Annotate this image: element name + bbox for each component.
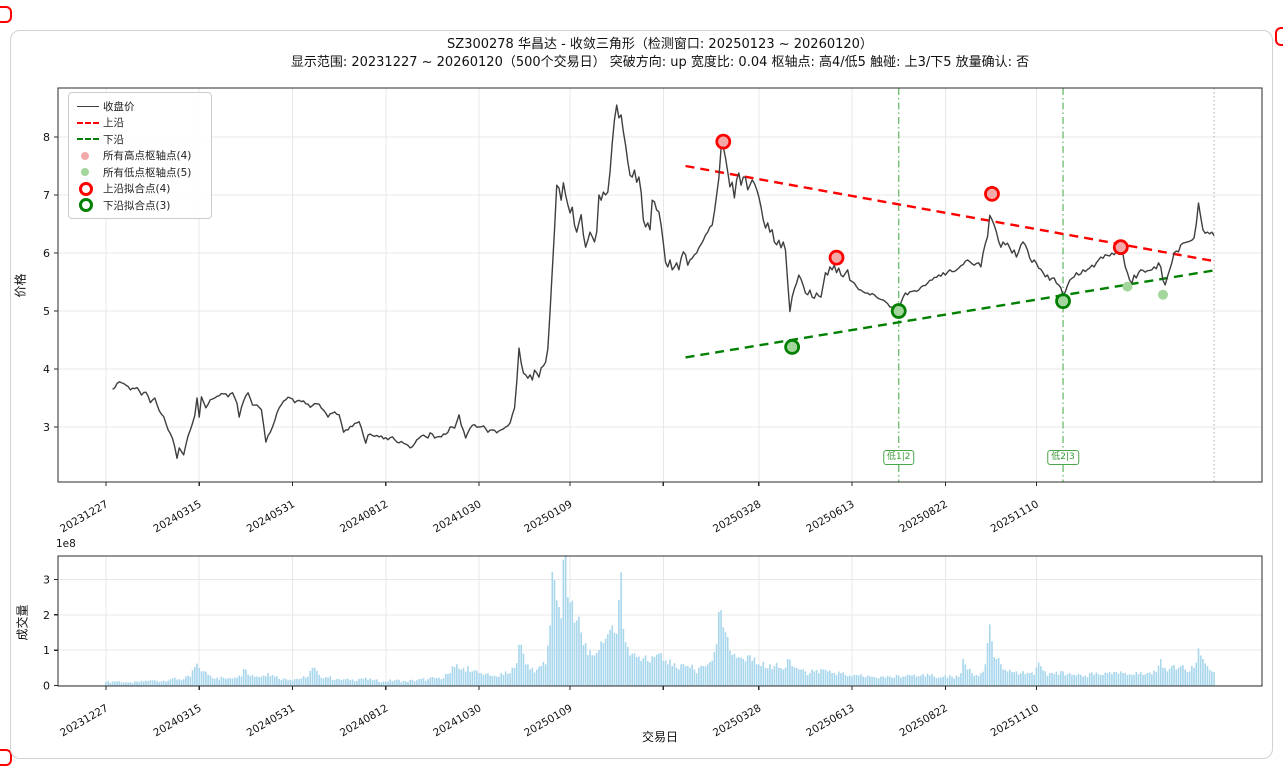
svg-text:20240531: 20240531 bbox=[245, 498, 297, 535]
legend-item-close: 收盘价 bbox=[77, 98, 203, 115]
svg-text:1: 1 bbox=[43, 644, 50, 657]
svg-text:20250328: 20250328 bbox=[711, 498, 763, 535]
svg-text:6: 6 bbox=[43, 247, 50, 260]
axes: 20231227 20240315 20240531 20240812 20241030… bbox=[43, 87, 1263, 739]
svg-text:20250822: 20250822 bbox=[898, 498, 950, 535]
lower-fit-ring-icon bbox=[77, 198, 103, 213]
pivot-markers bbox=[715, 133, 1168, 355]
upper-fit-ring-icon bbox=[77, 181, 103, 196]
lower-dashed-swatch-icon bbox=[77, 138, 103, 141]
chart-title: SZ300278 华昌达 - 收敛三角形（检测窗口: 20250123 ~ 20… bbox=[447, 37, 873, 52]
red-corner-mark-bottom-left bbox=[0, 749, 12, 766]
svg-text:20250109: 20250109 bbox=[522, 498, 574, 535]
legend-item-high-pivots: 所有高点枢轴点(4) bbox=[77, 148, 203, 165]
svg-text:4: 4 bbox=[43, 363, 50, 376]
high-pivot-dot-icon bbox=[77, 151, 103, 160]
red-corner-mark-right bbox=[1275, 27, 1283, 46]
svg-text:20240315: 20240315 bbox=[151, 498, 203, 535]
close-price-line bbox=[112, 104, 1215, 460]
legend-item-fit-lower: 下沿拟合点(3) bbox=[77, 197, 203, 214]
svg-text:7: 7 bbox=[43, 189, 50, 202]
svg-text:3: 3 bbox=[43, 573, 50, 586]
price-axis-label: 价格 bbox=[13, 273, 28, 298]
red-corner-mark-top-left bbox=[0, 6, 12, 23]
svg-text:3: 3 bbox=[43, 421, 50, 434]
svg-text:20241030: 20241030 bbox=[431, 498, 483, 535]
legend-item-lower: 下沿 bbox=[77, 131, 203, 148]
volume-bars bbox=[105, 555, 1215, 686]
x-axis-label: 交易日 bbox=[641, 730, 678, 744]
pivot-annotation-low1: 低1|2 bbox=[882, 450, 915, 465]
volume-axis-label: 成交量 bbox=[15, 604, 30, 641]
close-line-swatch-icon bbox=[77, 105, 103, 107]
svg-text:20250613: 20250613 bbox=[804, 498, 856, 535]
legend-item-fit-upper: 上沿拟合点(4) bbox=[77, 181, 203, 198]
svg-text:20251110: 20251110 bbox=[989, 498, 1041, 535]
chart-subtitle: 显示范围: 20231227 ~ 20260120（500个交易日） 突破方向:… bbox=[290, 55, 1030, 70]
svg-text:5: 5 bbox=[43, 305, 50, 318]
legend-box: 收盘价 上沿 下沿 所有高点枢轴点(4) 所有低点枢轴点(5) 上沿拟合点(4)… bbox=[68, 92, 212, 219]
svg-text:20240812: 20240812 bbox=[338, 498, 390, 535]
svg-text:8: 8 bbox=[43, 131, 50, 144]
vertical-marker-lines bbox=[898, 88, 1215, 482]
pivot-annotation-low2: 低2|3 bbox=[1047, 450, 1079, 465]
legend-item-low-pivots: 所有低点枢轴点(5) bbox=[77, 164, 203, 181]
svg-text:2: 2 bbox=[43, 609, 50, 622]
upper-dashed-swatch-icon bbox=[77, 121, 103, 124]
gridlines bbox=[58, 88, 1262, 686]
svg-text:0: 0 bbox=[43, 680, 50, 693]
svg-text:20231227: 20231227 bbox=[58, 498, 110, 535]
low-pivot-dot-icon bbox=[77, 168, 103, 177]
volume-scale-offset-label: 1e8 bbox=[56, 538, 76, 550]
legend-item-upper: 上沿 bbox=[77, 115, 203, 132]
